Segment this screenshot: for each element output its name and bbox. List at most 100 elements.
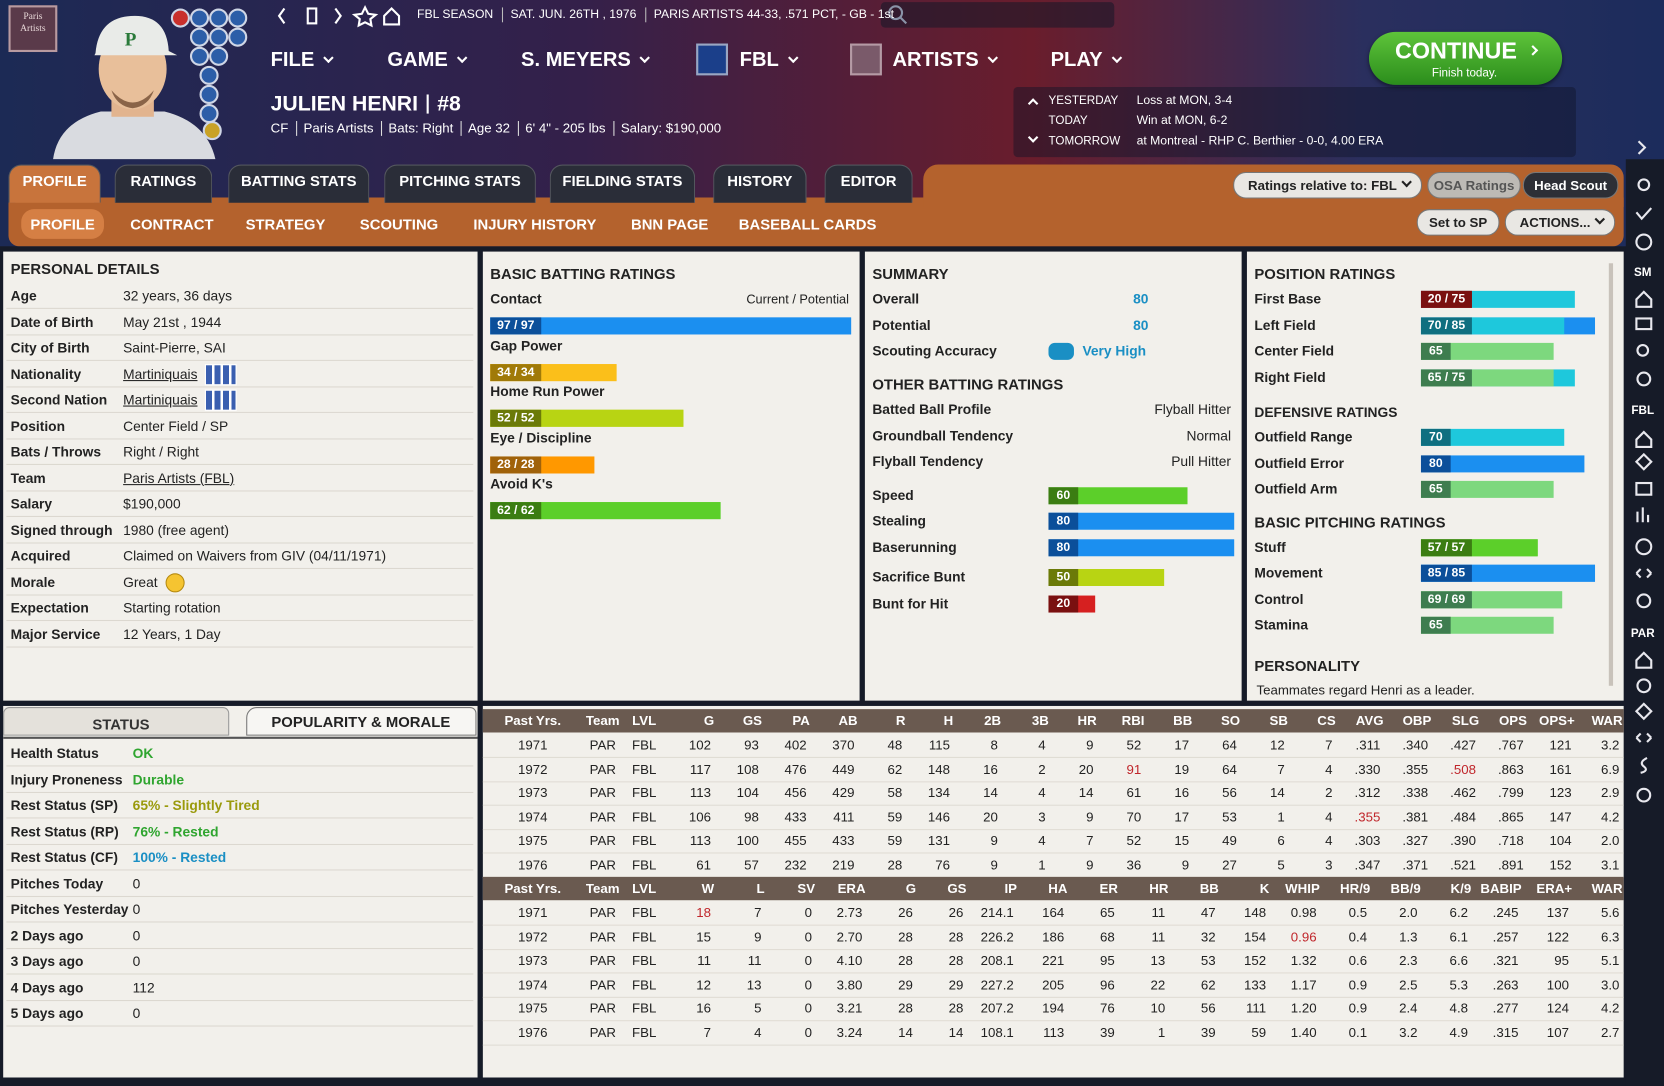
control-button[interactable]	[1522, 171, 1619, 199]
table-cell: 98	[744, 809, 759, 825]
rating-label: 65	[1429, 483, 1443, 496]
column-header: WAR	[1591, 881, 1623, 896]
control-label[interactable]: Set to SP	[1428, 214, 1488, 230]
row-divider	[6, 999, 474, 1001]
tab[interactable]	[228, 164, 370, 203]
tab-label[interactable]: PROFILE	[22, 171, 87, 189]
subtab-active[interactable]	[21, 209, 104, 239]
table-cell: 0.98	[1290, 905, 1317, 921]
rating-label: 65 / 75	[1427, 371, 1466, 385]
panel-title: PERSONAL DETAILS	[10, 260, 160, 278]
detail-value[interactable]: Martiniquais	[123, 391, 198, 408]
scrollbar[interactable]	[1608, 263, 1614, 686]
subtab-label[interactable]: INJURY HISTORY	[473, 215, 597, 233]
subtab-label[interactable]: SCOUTING	[359, 215, 439, 233]
table-cell: .427	[1450, 737, 1476, 753]
table-cell: 208.1	[980, 953, 1014, 969]
table-cell: 152	[1549, 857, 1572, 873]
subtab-label[interactable]: STRATEGY	[245, 215, 326, 233]
detail-value[interactable]: Martiniquais	[123, 365, 198, 382]
table-cell: 1974	[517, 809, 548, 825]
menu-item[interactable]: GAME	[387, 48, 448, 72]
status-value: 0	[132, 901, 141, 918]
tab-label[interactable]: HISTORY	[727, 171, 793, 189]
control-button[interactable]	[1427, 171, 1521, 199]
tab[interactable]	[114, 164, 213, 203]
menu-item[interactable]: S. MEYERS	[521, 48, 631, 72]
subtab-label[interactable]: BASEBALL CARDS	[738, 215, 877, 233]
table-cell: FBL	[631, 905, 657, 921]
subtab-label[interactable]: CONTRACT	[130, 215, 214, 233]
status-tab[interactable]	[246, 707, 477, 736]
table-cell: 0.5	[1348, 905, 1368, 921]
table-cell: 32	[1200, 929, 1216, 945]
table-cell: 161	[1549, 761, 1572, 777]
table-cell: 49	[1222, 833, 1237, 849]
tab[interactable]	[384, 164, 536, 203]
tab-label[interactable]: FIELDING STATS	[562, 171, 683, 189]
tab-label[interactable]: BATTING STATS	[240, 171, 357, 189]
tab-label[interactable]: PITCHING STATS	[399, 171, 521, 189]
table-cell: 0.96	[1290, 929, 1317, 945]
control-button[interactable]	[1233, 171, 1423, 199]
tab[interactable]	[824, 164, 913, 203]
detail-value[interactable]: Paris Artists (FBL)	[123, 469, 235, 486]
table-cell: 1972	[517, 761, 548, 777]
search-field[interactable]	[880, 2, 1115, 28]
summary-label: Scouting Accuracy	[872, 342, 997, 359]
rating-name: Right Field	[1254, 369, 1326, 386]
detail-value: Center Field / SP	[123, 417, 229, 434]
column-header: SO	[1220, 713, 1241, 729]
status-tab-active[interactable]	[3, 707, 230, 736]
control-label[interactable]: Head Scout	[1534, 177, 1608, 193]
menu-item[interactable]: FBL	[739, 48, 779, 72]
control-label[interactable]: Ratings relative to: FBL	[1247, 177, 1397, 193]
table-cell: 56	[1222, 785, 1237, 801]
row-divider	[6, 843, 474, 845]
table-cell: 4	[1038, 833, 1046, 849]
table-cell: 4.2	[1600, 1001, 1620, 1017]
column-header: OPS	[1498, 713, 1527, 729]
other-label: Flyball Tendency	[872, 453, 984, 470]
table-cell: 111	[1245, 1001, 1267, 1017]
menu-item[interactable]: PLAY	[1050, 48, 1103, 72]
tab[interactable]	[549, 164, 696, 203]
column-header: OPS+	[1539, 713, 1575, 729]
tab[interactable]	[713, 164, 807, 203]
control-label[interactable]: OSA Ratings	[1433, 177, 1515, 193]
row-divider	[6, 895, 474, 897]
info-item: Salary: $190,000	[620, 121, 722, 136]
table-cell: 5.6	[1600, 905, 1620, 921]
continue-button[interactable]	[1368, 31, 1563, 85]
rating-box	[490, 409, 542, 427]
row-divider	[6, 791, 474, 793]
table-cell: 59	[887, 833, 903, 849]
status-tab-label[interactable]: STATUS	[92, 715, 150, 733]
control-button[interactable]	[1416, 209, 1500, 236]
subtab-label[interactable]: BNN PAGE	[630, 215, 709, 233]
table-cell: 108.1	[980, 1025, 1014, 1041]
table-cell: 2.7	[1600, 1025, 1620, 1041]
control-label[interactable]: ACTIONS...	[1519, 214, 1591, 230]
separator	[460, 121, 462, 136]
table-cell: PAR	[589, 809, 616, 825]
table-cell: 15	[1174, 833, 1190, 849]
tab[interactable]	[8, 164, 101, 203]
table-cell: .303	[1354, 833, 1381, 849]
table-cell: 227.2	[980, 977, 1014, 993]
table-cell: FBL	[631, 833, 657, 849]
table-cell: 6.1	[1449, 929, 1469, 945]
menu-item[interactable]: ARTISTS	[892, 48, 979, 72]
status-tab-label[interactable]: POPULARITY & MORALE	[271, 713, 451, 731]
table-cell: 0.1	[1348, 1025, 1368, 1041]
detail-value: Right / Right	[123, 443, 200, 460]
detail-label: Major Service	[10, 625, 101, 642]
tab-label[interactable]: EDITOR	[840, 171, 897, 189]
tab-label[interactable]: RATINGS	[130, 171, 197, 189]
subtab-label[interactable]: PROFILE	[30, 215, 95, 233]
rating-box	[1048, 539, 1079, 557]
control-button[interactable]	[1504, 209, 1616, 236]
table-cell: 9	[754, 929, 762, 945]
menu-item[interactable]: FILE	[270, 48, 315, 72]
detail-value: Starting rotation	[123, 599, 221, 616]
